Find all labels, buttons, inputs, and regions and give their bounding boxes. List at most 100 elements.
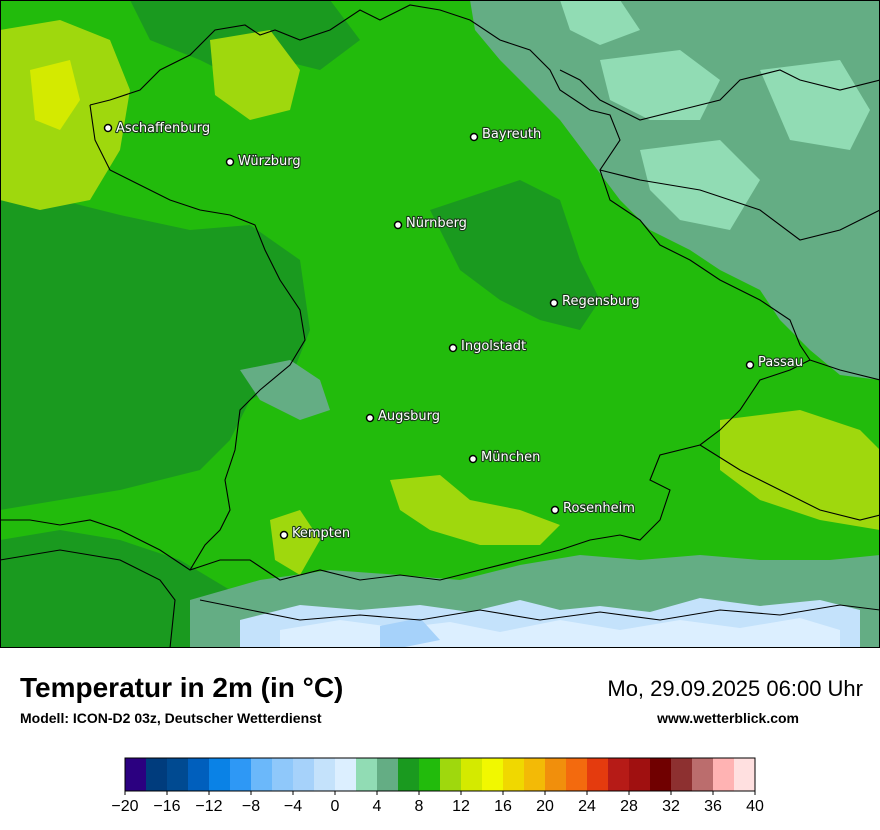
svg-text:Rosenheim: Rosenheim bbox=[563, 501, 635, 516]
legend-tick-label: 28 bbox=[620, 798, 638, 815]
legend-swatch bbox=[608, 758, 630, 791]
legend-tick-label: 16 bbox=[494, 798, 512, 815]
legend-swatch bbox=[419, 758, 441, 791]
national-border-austria bbox=[809, 359, 880, 381]
legend-swatch bbox=[650, 758, 672, 791]
city-wuerzburg: Würzburg bbox=[225, 153, 302, 170]
national-border-south bbox=[0, 549, 176, 648]
legend-swatch bbox=[461, 758, 483, 791]
upland-lighter-patch-3 bbox=[640, 140, 760, 230]
legend-border bbox=[124, 757, 756, 792]
upland-lighter-patch-4 bbox=[560, 0, 640, 45]
warm-region-north bbox=[210, 30, 300, 120]
legend-tick-label: −12 bbox=[195, 798, 222, 815]
legend-tick-label: 24 bbox=[578, 798, 596, 815]
svg-text:Ingolstadt: Ingolstadt bbox=[461, 339, 526, 354]
legend-swatch bbox=[272, 758, 294, 791]
cool-region-west bbox=[0, 190, 310, 510]
legend-swatch bbox=[314, 758, 336, 791]
map-title: Temperatur in 2m (in °C) bbox=[20, 672, 344, 703]
legend-tick-label: 8 bbox=[415, 798, 424, 815]
legend-swatch bbox=[335, 758, 357, 791]
warm-core-northwest bbox=[30, 60, 80, 130]
legend-swatch bbox=[230, 758, 252, 791]
legend-swatch bbox=[377, 758, 399, 791]
state-border-bavaria bbox=[0, 4, 811, 581]
legend-swatch bbox=[125, 758, 147, 791]
upland-lighter-patch-1 bbox=[600, 50, 720, 120]
svg-text:München: München bbox=[481, 450, 540, 465]
legend-swatch bbox=[167, 758, 189, 791]
legend-swatch bbox=[734, 758, 756, 791]
legend-tick-label: 0 bbox=[331, 798, 340, 815]
city-augsburg: Augsburg bbox=[365, 408, 441, 425]
city-nuernberg: Nürnberg bbox=[393, 215, 468, 232]
legend-swatch bbox=[671, 758, 693, 791]
legend-swatch bbox=[713, 758, 735, 791]
borders bbox=[0, 4, 880, 648]
legend-tick-label: −4 bbox=[284, 798, 302, 815]
legend-swatch bbox=[482, 758, 504, 791]
color-legend: −20 −16 −12 −8 −4 0 4 8 12 16 20 24 28 32 36 40 bbox=[111, 757, 764, 815]
city-markers: Aschaffenburg Würzburg Bayreuth Nürnberg… bbox=[103, 120, 804, 542]
svg-text:Augsburg: Augsburg bbox=[378, 409, 440, 424]
svg-text:Aschaffenburg: Aschaffenburg bbox=[116, 121, 210, 136]
legend-swatch bbox=[503, 758, 525, 791]
legend-swatch bbox=[440, 758, 462, 791]
temperature-map: Aschaffenburg Würzburg Bayreuth Nürnberg… bbox=[0, 0, 880, 648]
regional-border-bohemia bbox=[599, 169, 880, 241]
legend-tick-label: −20 bbox=[111, 798, 138, 815]
city-regensburg: Regensburg bbox=[549, 293, 641, 310]
cool-region-center-east bbox=[430, 180, 600, 330]
upland-lighter-patch-2 bbox=[760, 60, 870, 150]
svg-text:Nürnberg: Nürnberg bbox=[406, 216, 467, 231]
city-rosenheim: Rosenheim bbox=[550, 500, 636, 517]
legend-swatch bbox=[251, 758, 273, 791]
legend-tick-label: 12 bbox=[452, 798, 470, 815]
city-ingolstadt: Ingolstadt bbox=[448, 338, 527, 355]
legend-tick-label: 20 bbox=[536, 798, 554, 815]
legend-ticks: −20 −16 −12 −8 −4 0 4 8 12 16 20 24 28 32 36 40 bbox=[111, 791, 764, 815]
legend-tick-label: 4 bbox=[373, 798, 382, 815]
legend-swatch bbox=[209, 758, 231, 791]
legend-swatch bbox=[293, 758, 315, 791]
svg-text:Würzburg: Würzburg bbox=[238, 154, 301, 169]
legend-swatch bbox=[692, 758, 714, 791]
alpine-high-1 bbox=[380, 618, 440, 648]
model-source: Modell: ICON-D2 03z, Deutscher Wetterdie… bbox=[20, 710, 322, 726]
svg-text:Bayreuth: Bayreuth bbox=[482, 127, 541, 142]
warm-region-kempten bbox=[270, 510, 320, 575]
national-border-czech bbox=[559, 69, 880, 121]
state-border-west bbox=[89, 104, 306, 571]
city-muenchen: München bbox=[468, 449, 541, 466]
svg-text:Regensburg: Regensburg bbox=[562, 294, 640, 309]
city-kempten: Kempten bbox=[279, 525, 351, 542]
legend-swatches bbox=[124, 757, 756, 792]
legend-tick-label: 36 bbox=[704, 798, 722, 815]
legend-tick-label: 40 bbox=[746, 798, 764, 815]
regional-border-east bbox=[699, 444, 880, 521]
forecast-datetime: Mo, 29.09.2025 06:00 Uhr bbox=[607, 676, 863, 701]
upland-patch-west bbox=[240, 360, 330, 420]
legend-swatch bbox=[398, 758, 420, 791]
legend-swatch bbox=[356, 758, 378, 791]
regional-border-alps bbox=[199, 599, 880, 621]
warm-region-southeast bbox=[720, 410, 880, 530]
svg-text:Kempten: Kempten bbox=[292, 526, 350, 541]
legend-swatch bbox=[188, 758, 210, 791]
legend-tick-label: −8 bbox=[242, 798, 260, 815]
city-passau: Passau bbox=[745, 354, 804, 371]
legend-swatch bbox=[524, 758, 546, 791]
legend-swatch bbox=[545, 758, 567, 791]
legend-tick-label: 32 bbox=[662, 798, 680, 815]
legend-swatch bbox=[566, 758, 588, 791]
website-link[interactable]: www.wetterblick.com bbox=[657, 710, 799, 726]
city-aschaffenburg: Aschaffenburg bbox=[103, 120, 211, 137]
legend-swatch bbox=[629, 758, 651, 791]
city-bayreuth: Bayreuth bbox=[469, 126, 542, 143]
legend-swatch bbox=[587, 758, 609, 791]
svg-text:Passau: Passau bbox=[758, 355, 803, 370]
legend-swatch bbox=[146, 758, 168, 791]
legend-tick-label: −16 bbox=[153, 798, 180, 815]
warm-region-alpine-foreland bbox=[390, 475, 560, 545]
